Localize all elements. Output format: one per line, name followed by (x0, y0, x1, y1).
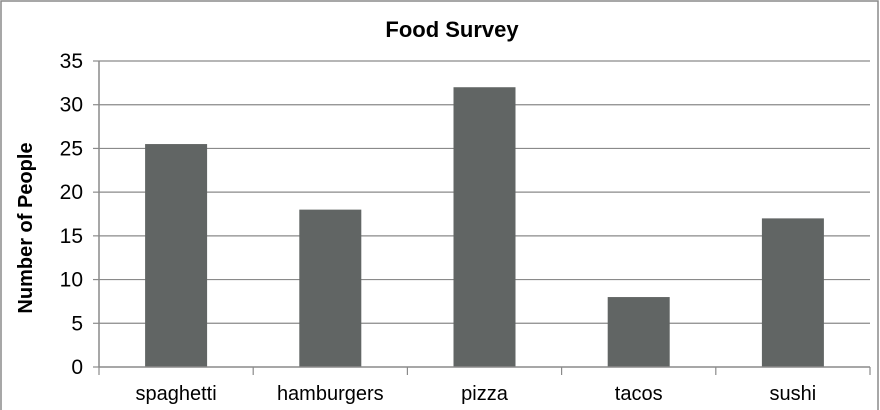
y-tick-label: 30 (60, 94, 83, 117)
y-tick-labels: 0 5 10 15 20 25 30 35 (60, 50, 83, 379)
bars (145, 87, 824, 367)
y-tick-label: 25 (60, 137, 83, 160)
y-tick-label: 0 (71, 356, 83, 379)
y-tick-label: 15 (60, 225, 83, 248)
y-tick-label: 35 (60, 50, 83, 73)
y-axis-label: Number of People (15, 142, 37, 313)
axes (98, 61, 871, 375)
y-tick-label: 10 (60, 269, 83, 292)
x-tick-label: tacos (615, 383, 663, 405)
y-tick-label: 20 (60, 181, 83, 204)
bar-sushi (761, 218, 824, 367)
bar-hamburgers (299, 209, 362, 367)
x-tick-labels: spaghetti hamburgers pizza tacos sushi (136, 383, 817, 405)
bar-pizza (453, 87, 516, 367)
x-tick-label: pizza (461, 383, 509, 405)
chart-title: Food Survey (385, 17, 519, 42)
x-tick-label: sushi (770, 383, 817, 405)
bar-spaghetti (145, 144, 208, 367)
x-tick-label: hamburgers (277, 383, 384, 405)
x-tick-label: spaghetti (136, 383, 217, 405)
bar-tacos (607, 297, 670, 367)
y-tick-label: 5 (71, 312, 83, 335)
